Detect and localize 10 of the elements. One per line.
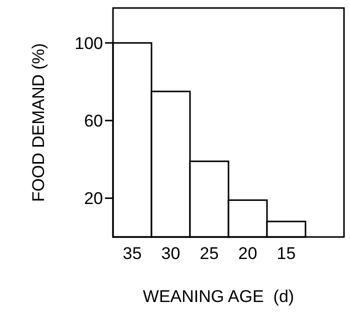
x-tick-label: 30	[161, 244, 180, 263]
x-tick-label: 20	[238, 244, 258, 263]
y-axis-title: FOOD DEMAND (%)	[29, 43, 48, 202]
y-tick-label: 100	[74, 34, 103, 53]
x-tick-label: 35	[122, 244, 142, 263]
y-tick-label: 20	[84, 189, 103, 208]
x-tick-label: 25	[200, 244, 219, 263]
x-axis-title: WEANING AGE (d)	[142, 287, 294, 306]
y-tick-label: 60	[84, 112, 103, 131]
x-tick-label: 15	[276, 244, 296, 263]
